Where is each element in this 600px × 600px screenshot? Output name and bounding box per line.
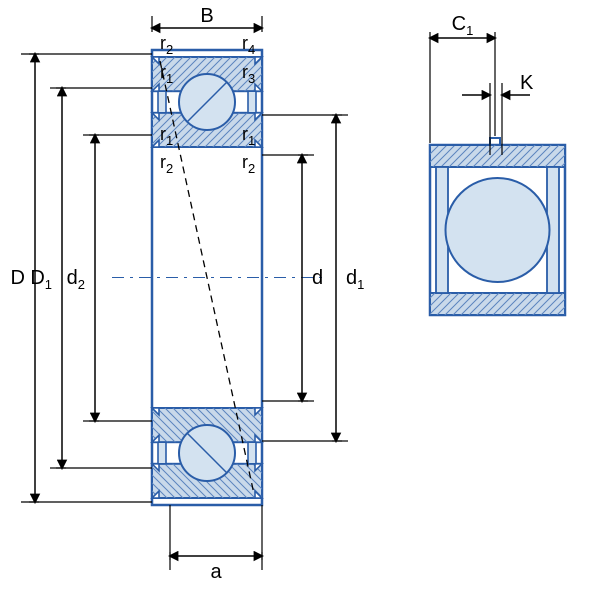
svg-text:d: d (312, 267, 323, 289)
svg-text:d1: d1 (346, 267, 364, 292)
svg-text:D1: D1 (30, 267, 52, 292)
svg-text:d2: d2 (67, 267, 85, 292)
svg-text:a: a (210, 561, 222, 583)
svg-text:C1: C1 (452, 13, 474, 38)
svg-text:B: B (200, 5, 213, 27)
svg-text:K: K (520, 72, 534, 94)
svg-text:D: D (11, 267, 25, 289)
